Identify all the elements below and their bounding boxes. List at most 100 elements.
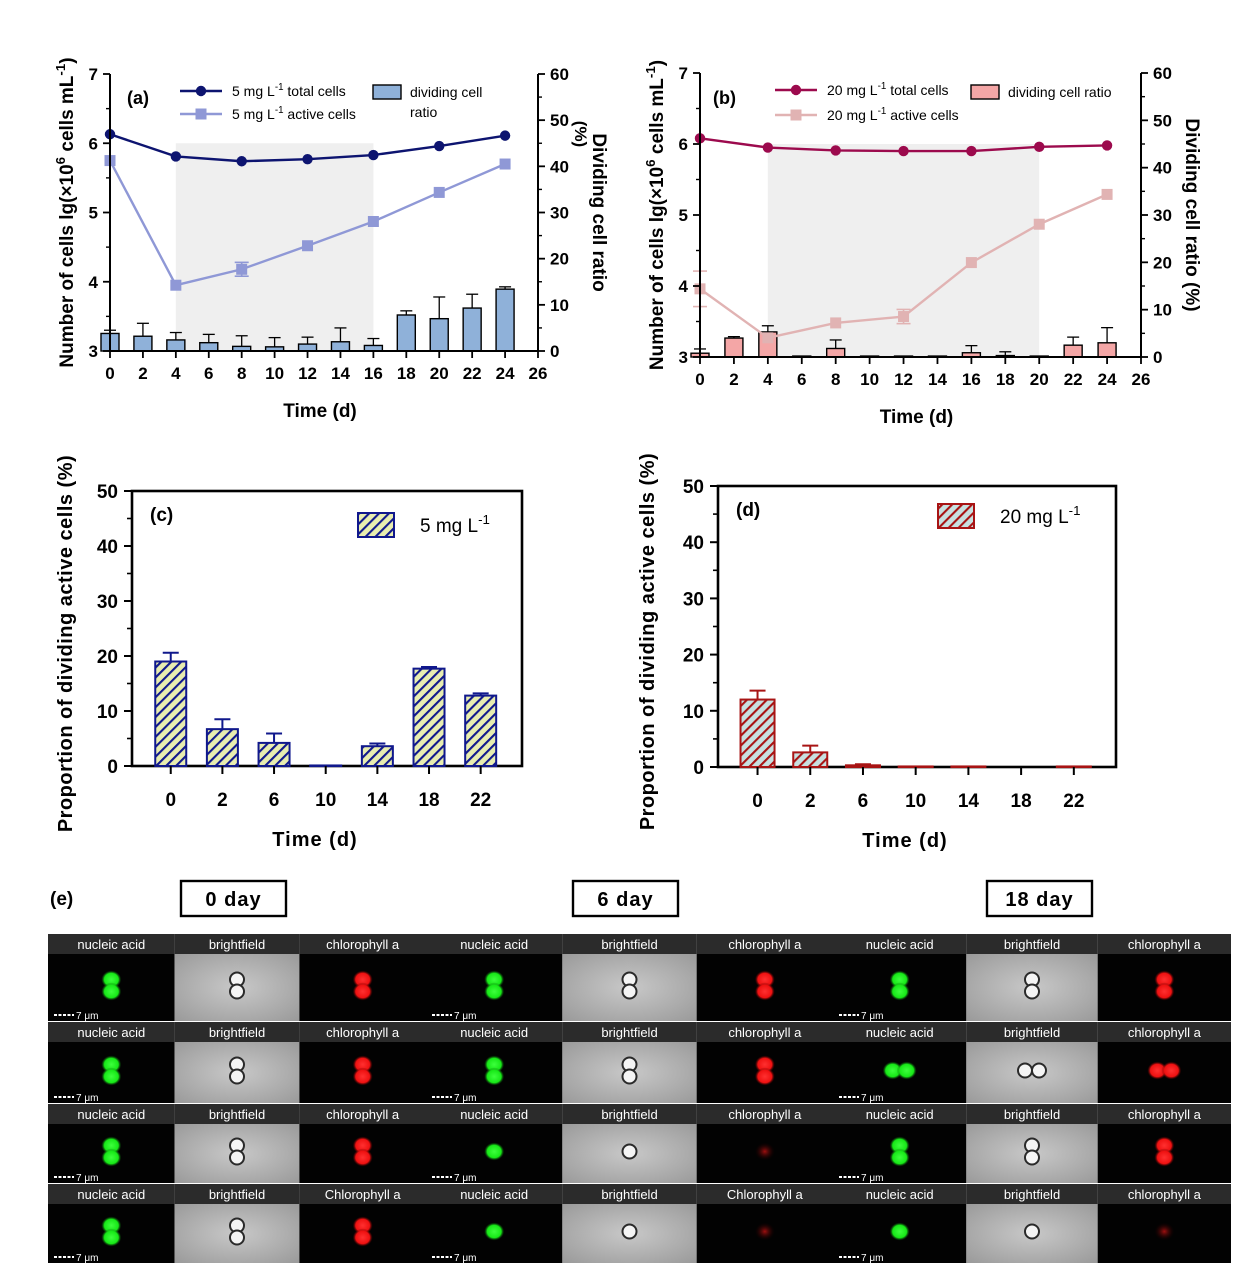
y2-tick-label: 40 xyxy=(550,157,569,176)
legend-label-active: 5 mg L-1 active cells xyxy=(232,105,356,122)
channel-header xyxy=(696,1022,833,1042)
x-tick-label: 8 xyxy=(237,364,246,383)
legend-label-bar: dividing cell ratio xyxy=(1008,84,1112,100)
x-axis-label: Time (d) xyxy=(862,830,947,852)
y-tick-label: 0 xyxy=(107,757,118,778)
text-part: total cells xyxy=(886,82,948,98)
channel-label: chlorophyll a xyxy=(728,1025,802,1040)
channel-label: brightfield xyxy=(209,937,265,952)
cell-fluorescence-red xyxy=(1154,982,1175,1001)
cell-fluorescence-red xyxy=(1147,1061,1168,1080)
point-total-cells xyxy=(1101,140,1113,151)
text-part: cells mL xyxy=(647,78,668,160)
x-tick-label: 16 xyxy=(364,364,383,383)
channel-label: chlorophyll a xyxy=(1128,1107,1202,1122)
channel-label: brightfield xyxy=(1004,1187,1060,1202)
y-tick-label: 7 xyxy=(89,65,98,84)
channel-header xyxy=(48,1104,175,1124)
legend-label-total: 5 mg L-1 total cells xyxy=(232,82,346,99)
bar xyxy=(897,765,934,769)
text-part: ) xyxy=(647,60,668,66)
cell-fluorescence-red xyxy=(1154,1148,1175,1167)
day-title: 6 day xyxy=(597,889,653,911)
channel-label: brightfield xyxy=(209,1107,265,1122)
legend-marker xyxy=(357,512,395,538)
x-tick-label: 14 xyxy=(331,364,350,383)
y2-tick-label: 0 xyxy=(550,342,559,361)
channel-label: Chlorophyll a xyxy=(325,1187,402,1202)
channel-header xyxy=(833,1022,967,1042)
channel-label: nucleic acid xyxy=(460,937,528,952)
cell-fluorescence-red xyxy=(352,1067,373,1086)
x-tick-label: 20 xyxy=(1030,370,1049,389)
channel-label: chlorophyll a xyxy=(1128,1187,1202,1202)
channel-header xyxy=(562,1184,697,1204)
bar xyxy=(1055,765,1092,769)
channel-header xyxy=(833,1104,967,1124)
channel-header xyxy=(696,934,833,954)
x-tick-label: 22 xyxy=(1064,370,1083,389)
x-tick-label: 10 xyxy=(265,364,284,383)
point-total-cells xyxy=(170,151,182,162)
channel-label: nucleic acid xyxy=(866,937,934,952)
cell-brightfield xyxy=(621,1223,638,1240)
x-tick-label: 16 xyxy=(962,370,981,389)
legend-marker-bar xyxy=(970,84,1000,100)
channel-header xyxy=(174,1104,300,1124)
channel-header xyxy=(562,1022,697,1042)
x-tick-label: 24 xyxy=(496,364,515,383)
day-title-box xyxy=(985,879,1094,918)
cell-brightfield xyxy=(229,1149,245,1166)
x-tick-label: 8 xyxy=(831,370,840,389)
bar-dividing-ratio xyxy=(1097,342,1117,358)
scale-bar-label: 7 μm xyxy=(861,1253,883,1264)
channel-label: brightfield xyxy=(601,1187,657,1202)
channel-header xyxy=(966,1022,1098,1042)
bar-dividing-ratio xyxy=(166,339,186,352)
point-active-cells xyxy=(1101,188,1113,200)
y-tick-label: 40 xyxy=(683,533,704,554)
superscript: 6 xyxy=(53,157,68,164)
channel-header xyxy=(426,1104,563,1124)
channel-header xyxy=(299,1104,426,1124)
bar xyxy=(360,745,394,768)
bar-dividing-ratio xyxy=(429,317,449,352)
channel-header xyxy=(966,1104,1098,1124)
y-tick-label: 3 xyxy=(679,348,688,367)
point-total-cells xyxy=(302,153,313,165)
bar xyxy=(950,765,987,769)
legend-label-total: 20 mg L-1 total cells xyxy=(827,81,949,98)
cell-fluorescence-red xyxy=(352,982,373,1001)
cell-fluorescence-green xyxy=(484,982,505,1001)
bar-dividing-ratio xyxy=(330,341,351,352)
channel-label: nucleic acid xyxy=(77,937,145,952)
channel-header xyxy=(174,934,300,954)
y2-tick-label: 50 xyxy=(1153,111,1172,130)
x-tick-label: 4 xyxy=(171,364,181,383)
cell-brightfield xyxy=(1017,1062,1033,1079)
x-tick-label: 10 xyxy=(860,370,879,389)
y2-tick-label: 10 xyxy=(550,296,569,315)
y2-tick-label: 20 xyxy=(1153,253,1172,272)
channel-label: nucleic acid xyxy=(866,1025,934,1040)
channel-header xyxy=(696,1184,833,1204)
legend-marker-total xyxy=(195,85,207,97)
y2-tick-label: 10 xyxy=(1153,301,1172,320)
bar-dividing-ratio xyxy=(825,347,846,358)
y2-tick-label: 60 xyxy=(550,65,569,84)
point-active-cells xyxy=(1033,218,1045,230)
legend-marker-total xyxy=(790,84,802,96)
y2-tick-label: 0 xyxy=(1153,348,1162,367)
cell-brightfield xyxy=(621,983,638,1000)
x-axis-label: Time (d) xyxy=(283,401,357,422)
channel-header xyxy=(299,1022,426,1042)
text-part: Number of cells lg(×10 xyxy=(647,167,668,370)
cell-brightfield xyxy=(621,1143,638,1160)
legend-marker-active xyxy=(195,108,207,120)
channel-header xyxy=(174,1184,300,1204)
scale-bar-label: 7 μm xyxy=(76,1011,98,1022)
cell-fluorescence-red xyxy=(754,1222,775,1241)
cell-fluorescence-red xyxy=(1161,1061,1182,1080)
channel-header xyxy=(696,1104,833,1124)
